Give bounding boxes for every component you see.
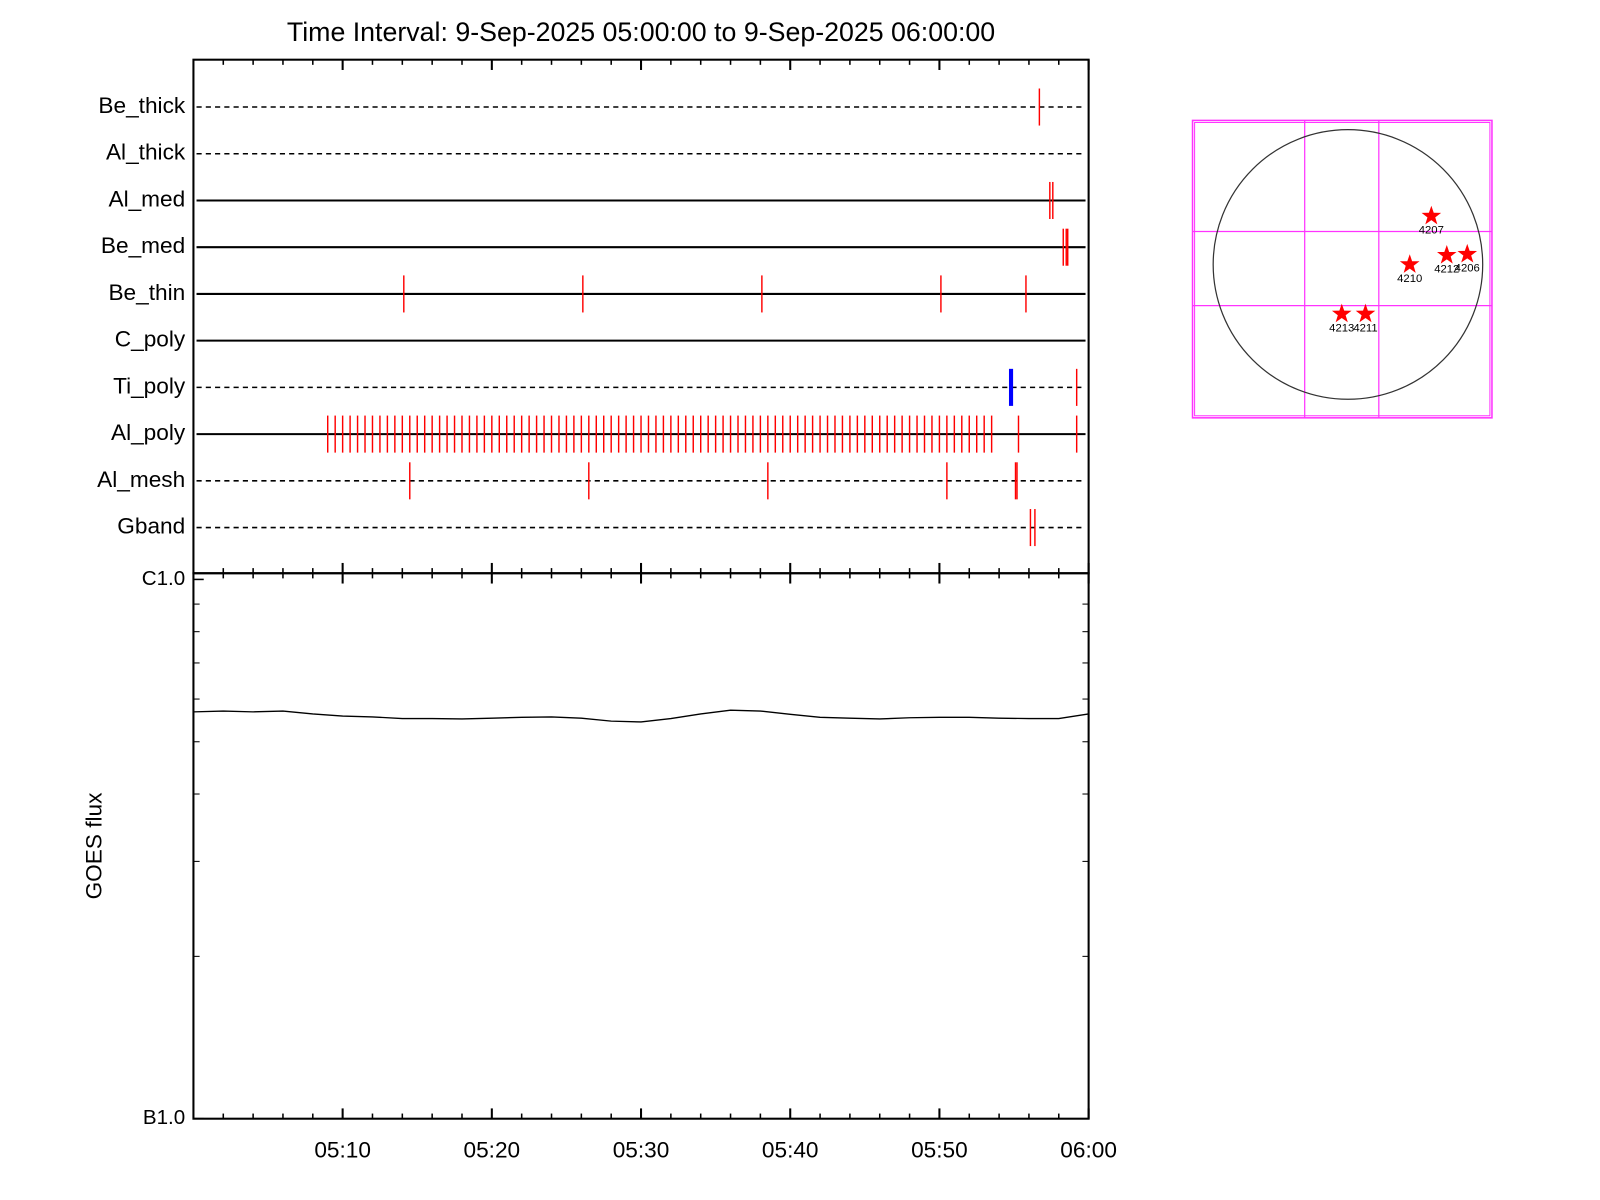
row-label: Ti_poly <box>113 373 186 398</box>
region-marker <box>1355 303 1376 323</box>
region-marker <box>1457 243 1478 263</box>
map-frame <box>1191 119 1493 419</box>
chart-title: Time Interval: 9-Sep-2025 05:00:00 to 9-… <box>287 17 995 47</box>
plot-frame <box>192 58 1090 575</box>
x-tick-label: 05:30 <box>613 1138 670 1163</box>
row-label: Al_poly <box>111 420 186 445</box>
row-label: Be_thin <box>108 280 185 305</box>
solar-disk <box>1212 129 1484 400</box>
row-label: Be_thick <box>98 93 185 118</box>
flux-line <box>193 709 1089 723</box>
plot-frame <box>192 572 1090 1120</box>
region-label: 4210 <box>1397 273 1422 285</box>
x-tick-label: 06:00 <box>1060 1138 1117 1163</box>
x-tick-label: 05:20 <box>464 1138 521 1163</box>
row-label: Al_mesh <box>97 467 185 492</box>
region-label: 4212 <box>1434 264 1459 276</box>
x-tick-label: 05:50 <box>911 1138 968 1163</box>
x-tick-label: 05:10 <box>314 1138 371 1163</box>
row-label: C_poly <box>115 327 186 352</box>
row-label: Al_med <box>108 186 185 211</box>
y-axis-label: GOES flux <box>82 792 107 900</box>
region-marker <box>1421 205 1442 225</box>
y-tick-label: C1.0 <box>142 567 185 590</box>
region-label: 4206 <box>1455 263 1480 275</box>
region-marker <box>1331 303 1352 323</box>
region-label: 4213 <box>1329 322 1354 334</box>
y-tick-label: B1.0 <box>143 1106 185 1129</box>
region-marker <box>1437 244 1457 264</box>
row-label: Be_med <box>101 233 185 258</box>
region-marker <box>1399 254 1420 273</box>
map-frame <box>1194 121 1491 417</box>
region-label: 4207 <box>1419 224 1444 236</box>
x-tick-label: 05:40 <box>762 1138 819 1163</box>
region-label: 4211 <box>1353 322 1377 334</box>
row-label: Al_thick <box>106 140 186 165</box>
row-label: Gband <box>117 514 185 539</box>
